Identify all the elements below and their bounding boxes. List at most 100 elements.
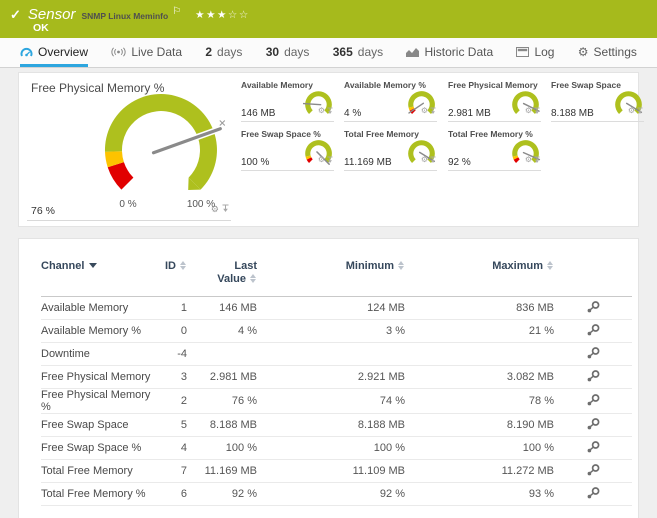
minimum-cell: 92 % bbox=[257, 482, 405, 506]
column-header-id[interactable]: ID bbox=[160, 239, 187, 297]
column-header-channel[interactable]: Channel bbox=[41, 239, 160, 297]
flag-icon[interactable]: ⚐ bbox=[172, 6, 182, 17]
last-value-cell: 76 % bbox=[187, 388, 257, 414]
tab-label: Log bbox=[534, 45, 555, 59]
gear-icon[interactable]: ⚙ bbox=[524, 155, 532, 164]
gauge bbox=[406, 138, 437, 169]
column-header-minimum[interactable]: Minimum bbox=[257, 239, 405, 297]
tab-label: Settings bbox=[593, 45, 637, 59]
gauge bbox=[302, 89, 334, 120]
channel-settings-icon[interactable] bbox=[587, 417, 600, 430]
minimum-cell bbox=[257, 342, 405, 366]
table-row: Free Physical Memory % 2 76 % 74 % 78 % bbox=[41, 388, 632, 414]
channel-cell: Free Swap Space bbox=[41, 413, 160, 437]
stars-filled[interactable]: ★★★ bbox=[195, 9, 228, 21]
channel-cell: Available Memory bbox=[41, 296, 160, 320]
sensor-status-badge: OK bbox=[33, 22, 49, 34]
table-row: Total Free Memory % 6 92 % 92 % 93 % bbox=[41, 482, 632, 506]
channel-settings-icon[interactable] bbox=[587, 463, 600, 476]
id-cell: 4 bbox=[160, 436, 187, 460]
tab-settings[interactable]: ⚙ Settings bbox=[578, 38, 637, 67]
id-cell: 3 bbox=[160, 365, 187, 389]
column-header-actions bbox=[554, 239, 632, 297]
channel-cell: Free Swap Space % bbox=[41, 436, 160, 460]
maximum-cell: 78 % bbox=[405, 388, 554, 414]
last-value-cell: 11.169 MB bbox=[187, 459, 257, 483]
tab-30-days[interactable]: 30 days bbox=[266, 38, 310, 67]
pin-icon[interactable] bbox=[327, 102, 333, 120]
sensor-type-label: Sensor bbox=[27, 6, 76, 23]
gear-icon: ⚙ bbox=[577, 45, 589, 59]
primary-gauge-value: 76 % bbox=[31, 205, 55, 217]
tab-label: Historic Data bbox=[424, 45, 494, 59]
gauge-tile: Free Swap Space 8.188 MB ⚙ bbox=[551, 80, 644, 122]
stars-empty[interactable]: ☆☆ bbox=[227, 9, 250, 21]
last-value-cell: 4 % bbox=[187, 319, 257, 343]
pin-icon[interactable] bbox=[430, 151, 436, 169]
tab-label: Live Data bbox=[131, 45, 183, 59]
channels-panel: Channel ID Last Value Minimum Maximum Ava… bbox=[18, 238, 639, 518]
primary-gauge-tile: Free Physical Memory % 0 % 100 % 76 % ⚙ bbox=[27, 78, 231, 221]
gauge-tile: Free Swap Space % 100 % ⚙ bbox=[241, 129, 334, 171]
minimum-cell: 8.188 MB bbox=[257, 413, 405, 437]
table-header-row: Channel ID Last Value Minimum Maximum bbox=[41, 239, 632, 297]
gear-icon[interactable]: ⚙ bbox=[524, 106, 532, 115]
tab-log[interactable]: Log bbox=[516, 38, 554, 67]
gear-icon[interactable]: ⚙ bbox=[420, 155, 428, 164]
maximum-cell: 3.082 MB bbox=[405, 365, 554, 389]
gauge-scale-min: 0 % bbox=[119, 199, 137, 210]
actions-cell bbox=[554, 482, 632, 506]
gauge-title: Available Memory bbox=[241, 80, 313, 90]
pin-icon[interactable] bbox=[222, 200, 229, 218]
tab-2-days[interactable]: 2 days bbox=[205, 38, 242, 67]
gear-icon[interactable]: ⚙ bbox=[420, 106, 428, 115]
pin-icon[interactable] bbox=[327, 151, 333, 169]
last-value-cell bbox=[187, 342, 257, 366]
channel-settings-icon[interactable] bbox=[587, 346, 600, 359]
priority-stars[interactable]: ★★★☆☆ bbox=[195, 9, 250, 21]
gauge-tile: Total Free Memory 11.169 MB ⚙ bbox=[344, 129, 437, 171]
id-cell: 5 bbox=[160, 413, 187, 437]
tab-365-days[interactable]: 365 days bbox=[333, 38, 383, 67]
tab-live-data[interactable]: Live Data bbox=[111, 38, 182, 67]
channel-settings-icon[interactable] bbox=[587, 486, 600, 499]
gear-icon[interactable]: ⚙ bbox=[317, 155, 325, 164]
actions-cell bbox=[554, 413, 632, 437]
pin-icon[interactable] bbox=[534, 151, 540, 169]
column-header-last-value[interactable]: Last Value bbox=[187, 239, 257, 297]
gauge-value: 92 % bbox=[448, 157, 471, 168]
gauges-panel: Free Physical Memory % 0 % 100 % 76 % ⚙ … bbox=[18, 72, 644, 227]
channel-settings-icon[interactable] bbox=[587, 369, 600, 382]
gear-icon[interactable]: ⚙ bbox=[317, 106, 325, 115]
tab-overview[interactable]: Overview bbox=[20, 38, 89, 67]
channel-settings-icon[interactable] bbox=[587, 323, 600, 336]
sort-icon bbox=[398, 261, 405, 270]
tab-unit: days bbox=[357, 45, 384, 59]
actions-cell bbox=[554, 319, 632, 343]
tab-historic-data[interactable]: Historic Data bbox=[406, 38, 493, 67]
channel-cell: Total Free Memory % bbox=[41, 482, 160, 506]
gauge bbox=[303, 138, 334, 169]
pin-icon[interactable] bbox=[534, 102, 540, 120]
actions-cell bbox=[554, 342, 632, 366]
column-header-maximum[interactable]: Maximum bbox=[405, 239, 554, 297]
pin-icon[interactable] bbox=[430, 102, 436, 120]
actions-cell bbox=[554, 459, 632, 483]
channel-settings-icon[interactable] bbox=[587, 393, 600, 406]
gauge-title: Free Swap Space % bbox=[241, 129, 321, 139]
minimum-cell: 124 MB bbox=[257, 296, 405, 320]
pin-icon[interactable] bbox=[637, 102, 643, 120]
actions-cell bbox=[554, 365, 632, 389]
gear-icon[interactable]: ⚙ bbox=[210, 203, 219, 214]
channel-settings-icon[interactable] bbox=[587, 440, 600, 453]
table-row: Available Memory 1 146 MB 124 MB 836 MB bbox=[41, 296, 632, 320]
channel-cell: Available Memory % bbox=[41, 319, 160, 343]
gear-icon[interactable]: ⚙ bbox=[627, 106, 635, 115]
channel-settings-icon[interactable] bbox=[587, 300, 600, 313]
table-row: Free Swap Space % 4 100 % 100 % 100 % bbox=[41, 436, 632, 460]
gauge-title: Free Swap Space bbox=[551, 80, 621, 90]
primary-gauge-title: Free Physical Memory % bbox=[31, 81, 165, 95]
tab-unit: days bbox=[217, 45, 243, 59]
gauge-title: Free Physical Memory bbox=[448, 80, 538, 90]
sort-icon bbox=[180, 261, 187, 270]
